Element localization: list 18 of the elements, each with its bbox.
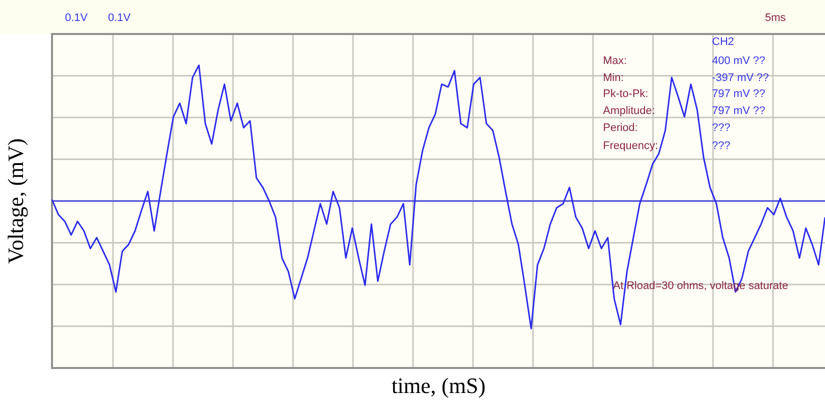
annotation: 400 mV ??	[712, 54, 766, 68]
annotation: -397 mV ??	[712, 71, 769, 85]
text: 0.1V	[65, 11, 88, 25]
annotation: 797 mV ??	[712, 87, 766, 101]
annotation: ???	[712, 139, 730, 153]
y-axis-title: Voltage, (mV)	[3, 138, 29, 264]
annotation: Max:	[603, 54, 627, 68]
text: CH2	[712, 35, 734, 49]
annotation: Pk-to-Pk:	[603, 87, 648, 101]
annotation: Frequency:	[603, 139, 658, 153]
text: 0.1V	[108, 11, 131, 25]
annotation: Period:	[603, 121, 638, 135]
annotation: ???	[712, 121, 730, 135]
annotation: 797 mV ??	[712, 104, 766, 118]
annotation: Min:	[603, 71, 624, 85]
annotation: Amplitude:	[603, 104, 655, 118]
text: 5ms	[765, 11, 786, 25]
x-axis-title: time, (mS)	[391, 373, 486, 399]
